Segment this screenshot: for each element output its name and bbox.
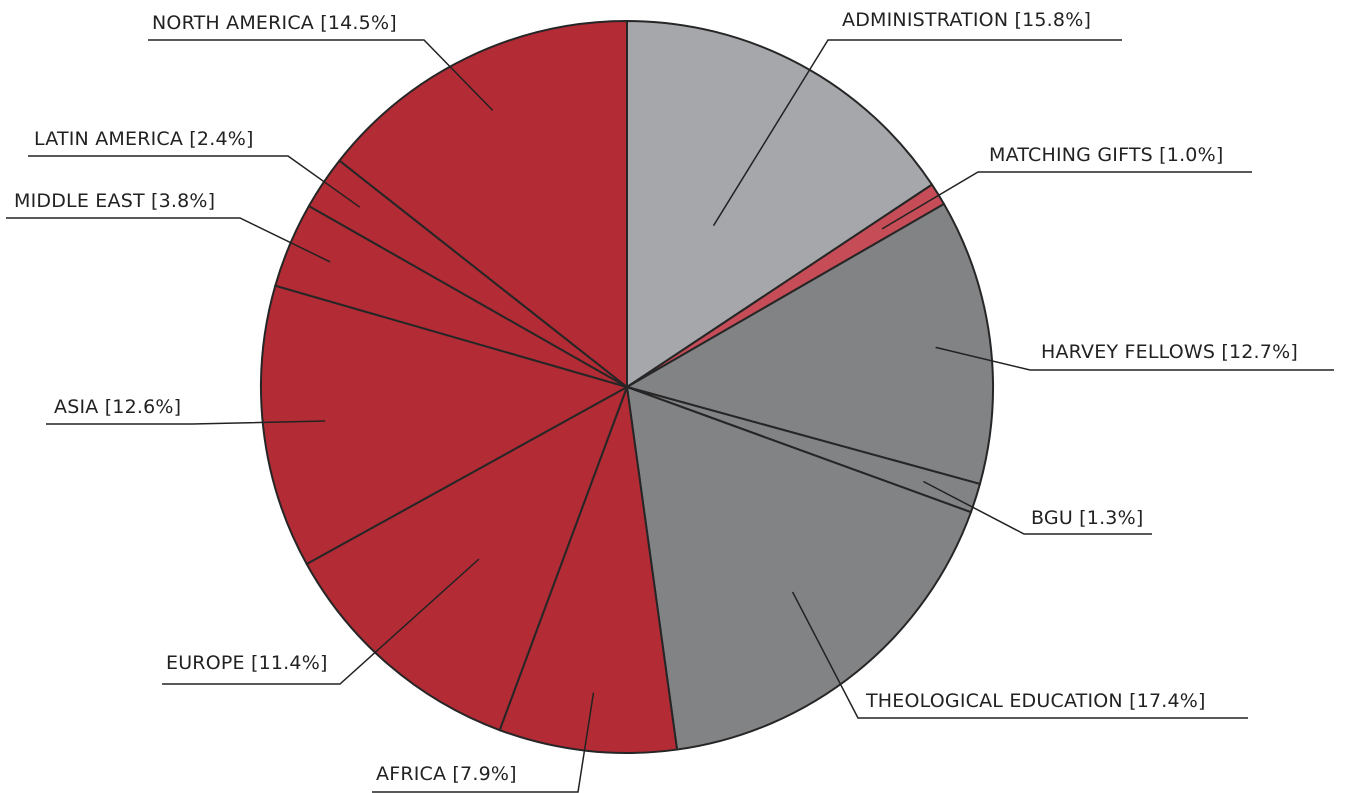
leader-line-middle-east bbox=[6, 217, 331, 263]
pie-slice-asia bbox=[260, 284, 628, 566]
pie-slice-harvey-fellows bbox=[626, 203, 994, 485]
pie-slice-theological-education bbox=[626, 386, 972, 751]
label-leader-lines bbox=[6, 39, 1334, 793]
leader-line-africa bbox=[372, 692, 595, 793]
leader-line-administration bbox=[712, 39, 1122, 227]
slice-labels: ADMINISTRATION [15.8%] MATCHING GIFTS [1.… bbox=[14, 9, 1298, 785]
pie-slice-africa bbox=[498, 386, 679, 754]
pie-slice-north-america bbox=[338, 20, 628, 388]
leader-line-harvey-fellows bbox=[935, 346, 1334, 371]
pie-slices bbox=[260, 20, 994, 754]
leader-line-asia bbox=[46, 420, 326, 425]
slice-label-africa: AFRICA [7.9%] bbox=[376, 763, 517, 785]
slice-label-harvey-fellows: HARVEY FELLOWS [12.7%] bbox=[1041, 341, 1298, 363]
leader-line-north-america bbox=[148, 39, 494, 111]
slice-label-asia: ASIA [12.6%] bbox=[54, 396, 181, 418]
slice-label-matching-gifts: MATCHING GIFTS [1.0%] bbox=[989, 144, 1223, 166]
slice-label-north-america: NORTH AMERICA [14.5%] bbox=[152, 12, 397, 34]
slice-label-europe: EUROPE [11.4%] bbox=[166, 652, 328, 674]
slice-label-theological-education: THEOLOGICAL EDUCATION [17.4%] bbox=[865, 690, 1206, 712]
slice-label-latin-america: LATIN AMERICA [2.4%] bbox=[34, 128, 254, 150]
leader-line-matching-gifts bbox=[881, 171, 1252, 230]
pie-slice-administration bbox=[626, 20, 933, 388]
slice-label-administration: ADMINISTRATION [15.8%] bbox=[842, 9, 1091, 31]
slice-label-middle-east: MIDDLE EAST [3.8%] bbox=[14, 190, 215, 212]
leader-line-latin-america bbox=[28, 155, 361, 208]
leader-line-bgu bbox=[923, 480, 1152, 535]
pie-slice-europe bbox=[305, 386, 628, 732]
leader-line-theological-education bbox=[791, 591, 1248, 719]
leader-line-europe bbox=[162, 558, 480, 685]
slice-label-bgu: BGU [1.3%] bbox=[1031, 507, 1143, 529]
